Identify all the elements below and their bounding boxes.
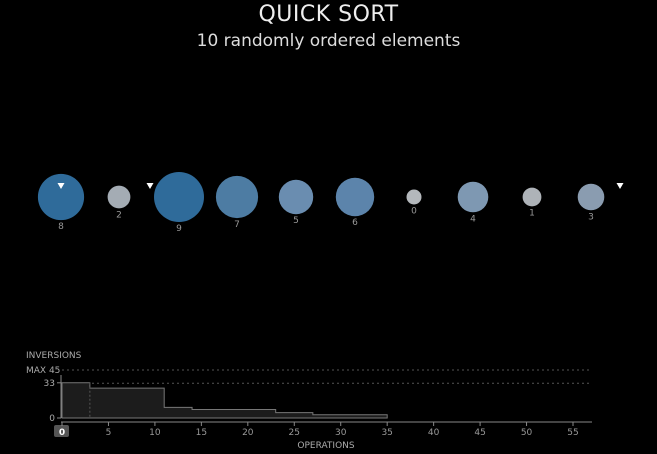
y-tick-label: 33 [44,379,55,389]
x-tick-label: 50 [521,428,533,438]
chart-xlabel: OPERATIONS [297,441,355,451]
element-circle-2 [107,185,131,209]
element-circle-7 [215,175,259,219]
element-label-9: 9 [176,224,182,234]
inversions-area [61,382,388,419]
x-tick-label: 45 [474,428,485,438]
x-tick-label: 55 [567,428,578,438]
element-label-2: 2 [116,210,122,220]
chart-max-label: MAX 45 [26,366,60,376]
x-tick-label: 30 [335,428,347,438]
element-label-5: 5 [293,216,299,226]
x-tick-label: 35 [381,428,392,438]
chart-ylabel: INVERSIONS [26,351,82,361]
element-circle-9 [154,172,204,222]
current-operation-badge [54,425,69,437]
x-tick-label: 20 [242,428,254,438]
element-label-8: 8 [58,222,64,232]
x-tick-label: 0 [59,428,65,438]
element-label-0: 0 [411,207,417,217]
x-tick-label: 25 [289,428,300,438]
element-circle-5 [278,179,314,215]
x-tick-label: 5 [106,428,112,438]
element-circle-6 [335,177,375,217]
x-tick-label: 15 [196,428,207,438]
page-subtitle: 10 randomly ordered elements [196,31,461,51]
pointer-markers [57,183,624,189]
pointer-marker-icon [616,183,624,189]
inversions-chart: INVERSIONS MAX 45 OPERATIONS 33 00 5 10 15 20… [26,351,592,451]
x-tick-label: 40 [428,428,440,438]
element-label-4: 4 [470,214,476,224]
element-circle-0 [406,189,422,205]
x-tick-label: 10 [149,428,161,438]
element-circle-1 [522,187,542,207]
pointer-marker-icon [57,183,65,189]
element-label-1: 1 [529,208,535,218]
element-label-7: 7 [234,220,240,230]
pointer-marker-icon [146,183,154,189]
element-circle-3 [577,183,605,211]
elements-row: 8 2 9 7 5 6 0 4 1 3 [37,172,605,234]
element-label-6: 6 [352,218,358,228]
page-title: QUICK SORT [258,2,399,27]
y-tick-label: 0 [49,414,55,424]
element-label-3: 3 [588,212,594,222]
element-circle-4 [457,181,489,213]
element-circle-8 [37,173,85,221]
